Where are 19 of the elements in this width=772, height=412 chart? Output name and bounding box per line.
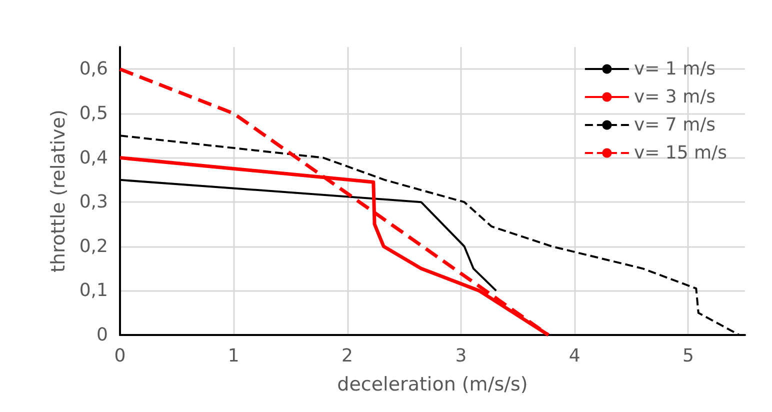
y-tick-label: 0,2 [79,236,108,257]
x-tick-label: 3 [455,346,467,366]
legend-label: v= 7 m/s [634,114,716,136]
legend-label: v= 15 m/s [634,142,728,164]
x-tick-label: 2 [342,346,353,366]
legend-label: v= 1 m/s [634,58,716,80]
y-tick-label: 0,5 [79,102,108,124]
y-tick-label: 0,3 [79,192,108,213]
y-tick-label: 0,1 [79,280,108,302]
y-axis-title: throttle (relative) [48,110,70,272]
y-tick-label: 0,6 [79,58,108,80]
y-tick-label: 0 [96,324,108,346]
x-axis-title: deceleration (m/s/s) [337,374,528,396]
x-tick-label: 1 [228,346,240,366]
y-tick-label: 0,4 [79,147,108,168]
x-tick-label: 5 [682,346,694,366]
x-tick-label: 4 [568,346,580,366]
x-tick-label: 0 [114,346,126,366]
legend-label: v= 3 m/s [634,86,716,108]
